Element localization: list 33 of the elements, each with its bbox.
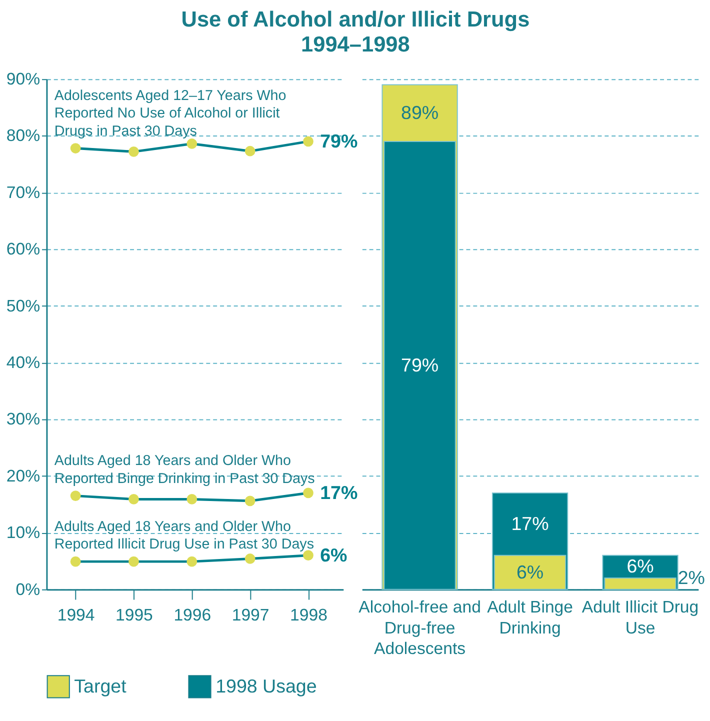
y-tick-label: 10% [6, 523, 40, 542]
y-tick-label: 90% [6, 70, 40, 89]
y-tick-label: 80% [6, 126, 40, 146]
data-label: 6% [320, 544, 348, 566]
data-label: 2% [678, 566, 706, 588]
y-tick-label: 20% [6, 466, 40, 486]
x-tick-label: Adult Illicit Drug Use [582, 598, 699, 638]
legend-label: Target [74, 676, 128, 697]
data-label: 6% [516, 561, 544, 582]
x-tick-label: 1998 [290, 606, 328, 625]
series-label: Adults Aged 18 Years and Older Who Reported Illicit Drug Use in Past 30 Days [54, 518, 314, 553]
y-tick-label: 60% [6, 240, 40, 259]
y-tick-label: 70% [6, 182, 40, 202]
chart-title: Use of Alcohol and/or Illicit Drugs [181, 6, 530, 32]
series-label: Adolescents Aged 12–17 Years Who Reported No Use of Alcohol or Illicit Drugs in Past 30 Days [54, 88, 286, 140]
data-label: 6% [626, 556, 654, 577]
x-tick-label: Adult Binge Drinking [487, 598, 573, 638]
legend-label: 1998 Usage [216, 676, 317, 697]
x-tick-label: 1997 [232, 606, 270, 625]
data-label: 17% [511, 513, 550, 534]
x-tick-label: 1995 [116, 606, 153, 625]
y-tick-label: 0% [16, 580, 40, 599]
x-tick-label: 1994 [57, 606, 95, 625]
x-tick-label: 1996 [174, 606, 212, 625]
x-tick-label: Alcohol-free and Drug-free Adolescents [358, 598, 481, 658]
chart-subtitle: 1994–1998 [301, 31, 410, 56]
y-tick-label: 30% [6, 410, 40, 429]
data-label: 79% [320, 130, 358, 152]
y-tick-label: 50% [6, 296, 40, 316]
data-label: 79% [401, 354, 439, 376]
data-label: 17% [320, 482, 358, 503]
y-tick-label: 40% [6, 353, 40, 372]
data-label: 89% [401, 102, 439, 124]
